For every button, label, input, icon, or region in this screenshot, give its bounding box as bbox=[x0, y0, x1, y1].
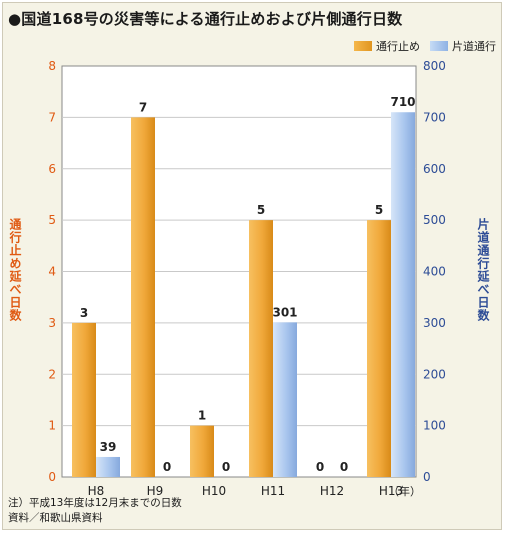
grid-lines bbox=[62, 116, 416, 427]
footnote-line-2: 資料／和歌山県資料 bbox=[8, 512, 103, 524]
data-label-closure-H10: 1 bbox=[198, 409, 206, 423]
y-right-tick-label: 300 bbox=[423, 316, 446, 330]
y-right-tick-label: 0 bbox=[423, 470, 431, 484]
data-label-closure-H13: 5 bbox=[375, 203, 383, 217]
legend-swatch-one-way bbox=[430, 41, 448, 51]
y-left-tick-label: 5 bbox=[48, 213, 56, 227]
y-right-tick-label: 400 bbox=[423, 265, 446, 279]
chart-title: ●国道168号の災害等による通行止めおよび片側通行日数 bbox=[8, 10, 403, 28]
data-label-closure-H9: 7 bbox=[139, 100, 147, 114]
legend-item-closure: 通行止め bbox=[354, 38, 420, 54]
footnotes: 注）平成13年度は12月末までの日数 資料／和歌山県資料 bbox=[8, 496, 182, 526]
bar-closure-H10 bbox=[190, 425, 214, 477]
bar-one-way-H8 bbox=[96, 456, 120, 477]
data-label-one-way-H8: 39 bbox=[100, 440, 117, 454]
y-right-tick-label: 600 bbox=[423, 162, 446, 176]
y-right-tick-label: 500 bbox=[423, 213, 446, 227]
y-right-tick-label: 100 bbox=[423, 419, 446, 433]
data-labels: 3 39 7 0 1 0 5 301 0 0 5 710 bbox=[80, 95, 416, 474]
data-label-closure-H12: 0 bbox=[316, 460, 324, 474]
legend-item-one-way: 片道通行 bbox=[430, 38, 496, 54]
y-left-tick-label: 3 bbox=[48, 316, 56, 330]
y-left-tick-label: 6 bbox=[48, 162, 56, 176]
y-left-tick-label: 8 bbox=[48, 59, 56, 73]
x-tick-label-H12: H12 bbox=[320, 484, 344, 498]
data-label-one-way-H9: 0 bbox=[163, 460, 171, 474]
x-tick-label-H9: H9 bbox=[147, 484, 164, 498]
bars bbox=[72, 112, 415, 478]
y-left-tick-label: 4 bbox=[48, 265, 56, 279]
x-axis-unit: （年） bbox=[388, 484, 421, 498]
y-right-tick-label: 800 bbox=[423, 59, 446, 73]
x-tick-label-H8: H8 bbox=[88, 484, 105, 498]
bar-closure-H8 bbox=[72, 322, 96, 477]
x-tick-label-H11: H11 bbox=[261, 484, 285, 498]
y-right-tick-label: 200 bbox=[423, 367, 446, 381]
y-left-tick-label: 2 bbox=[48, 367, 56, 381]
data-label-one-way-H10: 0 bbox=[222, 460, 230, 474]
x-tick-label-H13: H13 bbox=[379, 484, 403, 498]
bar-one-way-H11 bbox=[273, 322, 297, 477]
legend-swatch-closure bbox=[354, 41, 372, 51]
y-left-tick-label: 7 bbox=[48, 110, 56, 124]
legend-label-closure: 通行止め bbox=[376, 40, 420, 53]
y-axis-right-label: 片道通行延べ日数 bbox=[476, 218, 490, 322]
data-label-closure-H11: 5 bbox=[257, 203, 265, 217]
y-axis-left-label: 通行止め延べ日数 bbox=[8, 218, 22, 322]
y-left-tick-label: 0 bbox=[48, 470, 56, 484]
data-label-one-way-H13: 710 bbox=[390, 95, 415, 109]
footnote-line-1: 注）平成13年度は12月末までの日数 bbox=[8, 497, 182, 509]
bar-closure-H11 bbox=[249, 220, 273, 477]
data-label-one-way-H11: 301 bbox=[272, 305, 297, 319]
data-label-closure-H8: 3 bbox=[80, 306, 88, 320]
legend-label-one-way: 片道通行 bbox=[452, 40, 496, 53]
x-tick-label-H10: H10 bbox=[202, 484, 226, 498]
bar-one-way-H13 bbox=[391, 112, 415, 478]
legend: 通行止め 片道通行 bbox=[354, 38, 496, 54]
bar-closure-H9 bbox=[131, 117, 155, 477]
bar-closure-H13 bbox=[367, 220, 391, 477]
y-left-tick-label: 1 bbox=[48, 419, 56, 433]
y-right-tick-label: 700 bbox=[423, 110, 446, 124]
data-label-one-way-H12: 0 bbox=[340, 460, 348, 474]
